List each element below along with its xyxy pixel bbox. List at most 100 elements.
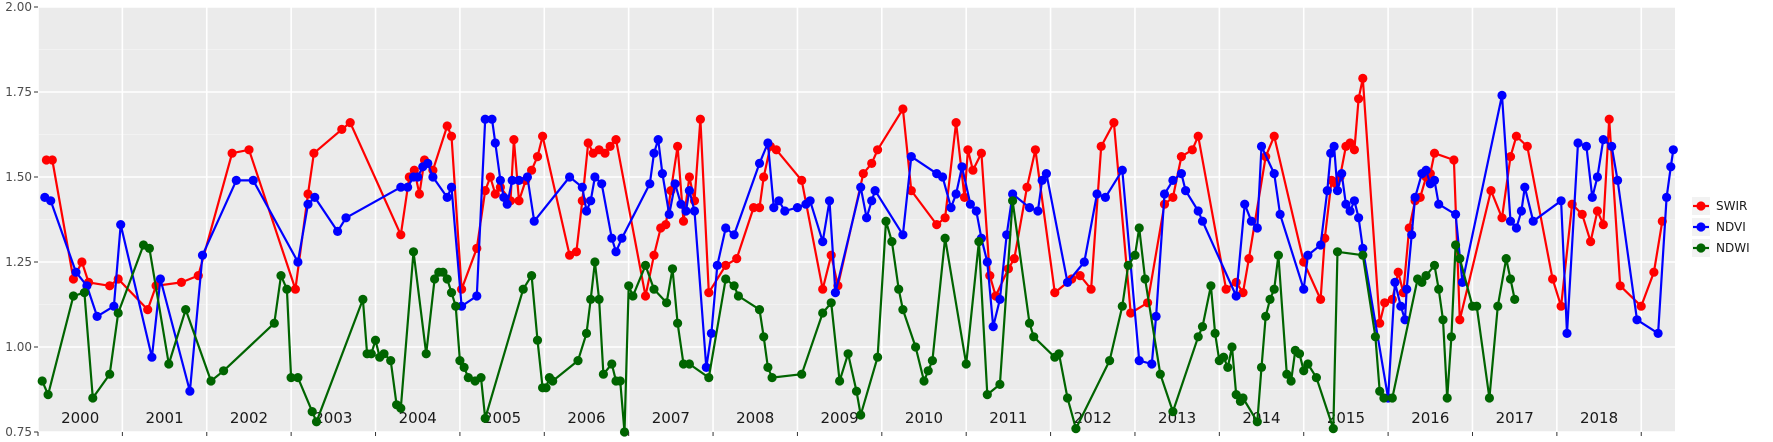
data-point-ndwi xyxy=(1223,362,1233,372)
data-point-ndwi xyxy=(1294,349,1305,359)
data-point-swir xyxy=(1649,267,1659,277)
data-point-swir xyxy=(1316,294,1326,304)
data-point-ndwi xyxy=(293,373,303,383)
data-point-ndwi xyxy=(835,376,845,386)
data-point-ndwi xyxy=(1062,393,1073,403)
year-label: 2017 xyxy=(1496,409,1534,427)
data-point-ndwi xyxy=(79,288,89,298)
data-point-ndwi xyxy=(105,369,115,379)
data-point-ndwi xyxy=(662,298,672,308)
data-point-ndvi xyxy=(689,206,700,216)
data-point-ndwi xyxy=(598,369,609,379)
data-point-ndwi xyxy=(1197,322,1208,332)
year-label: 2005 xyxy=(483,409,521,427)
year-label: 2010 xyxy=(905,409,943,427)
data-point-ndvi xyxy=(1349,196,1359,206)
data-point-ndwi xyxy=(532,335,543,345)
data-point-ndwi xyxy=(1472,301,1482,311)
data-point-ndwi xyxy=(667,264,678,274)
data-point-ndvi xyxy=(1231,291,1241,301)
data-point-ndwi xyxy=(451,301,461,311)
data-point-swir xyxy=(1592,206,1602,216)
data-point-ndvi xyxy=(116,220,126,230)
data-point-ndwi xyxy=(1328,424,1338,434)
data-point-swir xyxy=(1193,131,1203,141)
data-point-ndwi xyxy=(459,362,469,372)
data-point-ndwi xyxy=(43,390,53,400)
data-point-ndvi xyxy=(965,199,976,209)
y-tick-label: 1.25 xyxy=(5,255,32,269)
data-point-ndwi xyxy=(181,305,191,315)
data-point-ndwi xyxy=(1130,250,1140,260)
data-point-ndwi xyxy=(366,349,376,359)
data-point-swir xyxy=(1429,148,1440,158)
data-point-ndwi xyxy=(438,267,448,277)
year-label: 2003 xyxy=(314,409,352,427)
data-point-ndwi xyxy=(649,284,659,294)
data-point-swir xyxy=(611,135,621,145)
data-point-ndwi xyxy=(763,362,773,372)
legend-key-point xyxy=(1696,201,1706,211)
data-point-ndvi xyxy=(1269,169,1279,179)
series-layer xyxy=(37,73,1678,437)
data-point-ndwi xyxy=(628,291,638,301)
data-point-ndwi xyxy=(206,376,216,386)
data-point-ndvi xyxy=(514,175,524,185)
data-point-ndvi xyxy=(645,179,655,189)
data-point-swir xyxy=(532,152,543,162)
data-point-ndwi xyxy=(1024,318,1035,328)
year-label: 2015 xyxy=(1327,409,1365,427)
data-point-ndwi xyxy=(1269,284,1279,294)
year-label: 2002 xyxy=(230,409,268,427)
data-point-ndwi xyxy=(1231,390,1241,400)
data-point-swir xyxy=(797,175,807,185)
data-point-ndvi xyxy=(1332,186,1343,196)
legend-label: NDWI xyxy=(1716,241,1750,255)
data-point-ndvi xyxy=(1354,213,1364,223)
data-point-ndvi xyxy=(490,138,500,148)
data-point-ndvi xyxy=(701,362,711,372)
data-point-ndwi xyxy=(1008,196,1018,206)
data-point-ndwi xyxy=(1140,274,1150,284)
data-point-ndvi xyxy=(92,311,102,321)
data-point-ndwi xyxy=(37,376,47,386)
data-point-swir xyxy=(1244,254,1254,264)
data-point-ndvi xyxy=(721,223,731,233)
data-point-swir xyxy=(600,148,610,158)
legend-label: SWIR xyxy=(1716,199,1747,213)
data-point-ndwi xyxy=(1438,315,1448,325)
data-point-swir xyxy=(754,203,765,213)
data-point-ndwi xyxy=(767,373,777,383)
data-point-ndvi xyxy=(617,233,627,243)
data-point-ndwi xyxy=(581,328,592,338)
y-tick-label: 1.00 xyxy=(5,340,32,354)
data-point-ndwi xyxy=(311,417,322,427)
data-point-ndwi xyxy=(573,356,583,366)
data-point-swir xyxy=(514,196,524,206)
data-point-ndwi xyxy=(1219,352,1229,362)
data-point-ndwi xyxy=(396,403,406,413)
data-point-ndvi xyxy=(472,291,482,301)
data-point-ndwi xyxy=(463,373,473,383)
data-point-ndwi xyxy=(476,373,486,383)
data-point-ndwi xyxy=(898,305,908,315)
data-point-ndvi xyxy=(870,186,880,196)
data-point-ndvi xyxy=(577,182,587,192)
data-point-ndvi xyxy=(565,172,575,182)
data-point-swir xyxy=(1387,294,1397,304)
data-point-ndwi xyxy=(919,376,929,386)
data-point-ndvi xyxy=(71,267,81,277)
data-point-ndvi xyxy=(1410,192,1420,202)
data-point-ndwi xyxy=(873,352,883,362)
data-point-swir xyxy=(932,220,942,230)
data-point-ndvi xyxy=(712,260,722,270)
data-point-swir xyxy=(337,124,347,134)
data-point-ndwi xyxy=(1238,393,1248,403)
data-point-ndwi xyxy=(430,274,440,284)
data-point-ndvi xyxy=(590,172,600,182)
data-point-ndvi xyxy=(1607,141,1617,151)
data-point-ndwi xyxy=(894,284,904,294)
data-point-swir xyxy=(695,114,706,124)
y-tick-label: 2.00 xyxy=(5,0,32,14)
